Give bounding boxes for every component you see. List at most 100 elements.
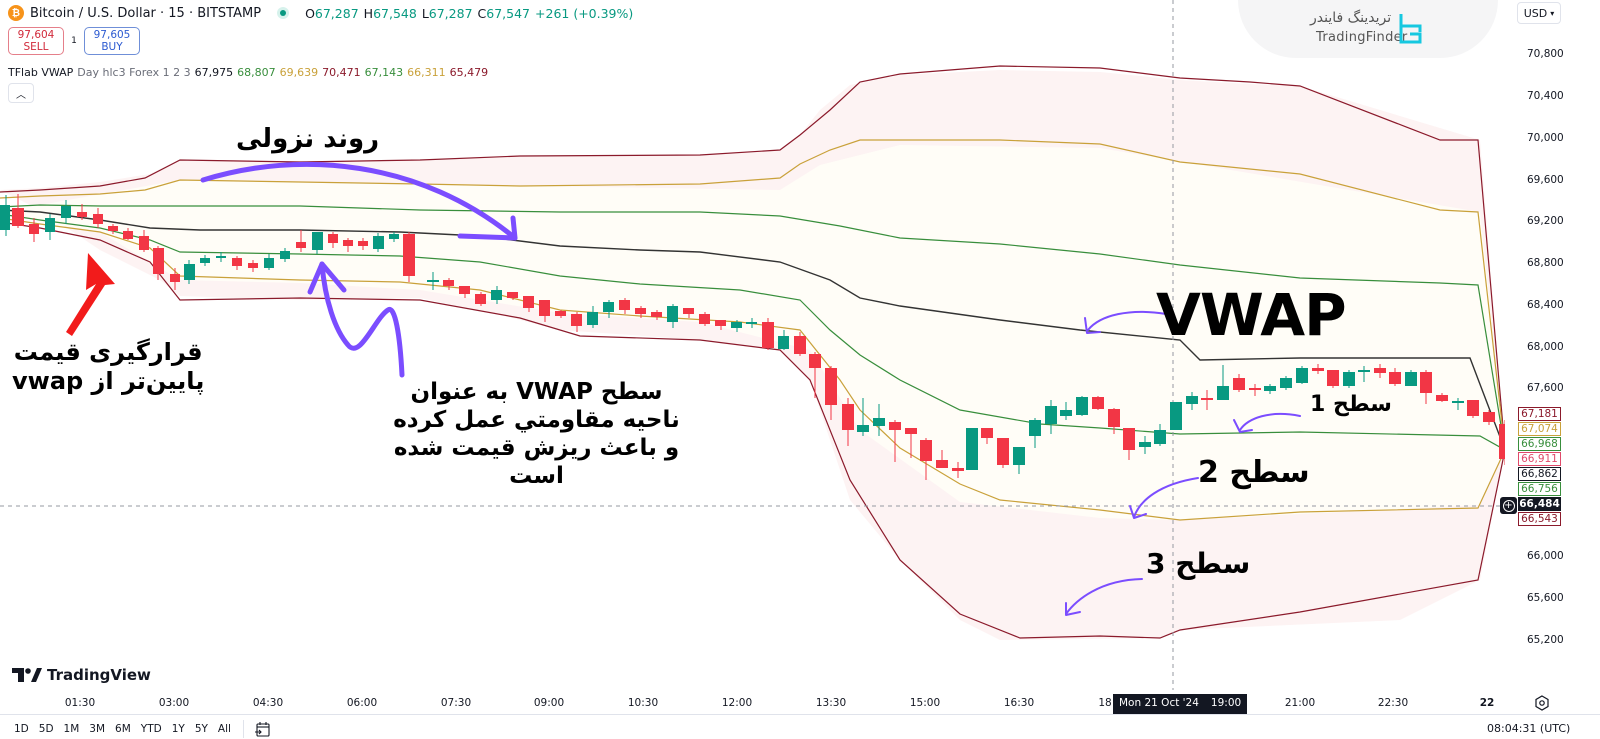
price-tick: 70,800 [1527, 48, 1564, 60]
range-5d[interactable]: 5D [38, 723, 54, 735]
tradingfinder-logo-icon [1399, 14, 1422, 44]
range-1d[interactable]: 1D [14, 723, 29, 735]
tradingview-logo[interactable]: TradingView [12, 666, 151, 684]
indicator-value-vwap: 67,975 [194, 66, 234, 79]
chart-settings-icon[interactable] [1534, 695, 1550, 711]
time-tick: 13:30 [815, 697, 847, 709]
range-1m[interactable]: 1M [63, 723, 80, 735]
range-ytd[interactable]: YTD [140, 723, 162, 735]
time-tick: 10:30 [627, 697, 659, 709]
change-value: +261 (+0.39%) [535, 5, 634, 21]
annotation-line: است [509, 463, 564, 490]
annotation-level-2: سطح 2 [1198, 455, 1310, 490]
indicator-legend[interactable]: TFlab VWAP Day hlc3 Forex 1 2 3 67,975 6… [8, 66, 488, 79]
time-tick: 18 [1098, 697, 1112, 709]
indicator-value-upper1: 68,807 [237, 66, 276, 79]
watermark-fa-text: تریدینگ فایندر [1310, 10, 1392, 26]
trend-arrow-icon [200, 161, 518, 241]
buy-label: BUY [101, 41, 123, 53]
price-axis[interactable]: 70,800 70,400 70,000 69,600 69,200 68,80… [1505, 0, 1600, 712]
price-label-close: 66,911 [1518, 452, 1561, 466]
time-tick: 22:30 [1377, 697, 1409, 709]
close-label: C [477, 5, 487, 21]
vwap-lower-band-1 [0, 213, 1505, 451]
price-tick: 70,000 [1527, 132, 1564, 144]
vwap-upper-band-3 [0, 65, 1505, 451]
sell-button[interactable]: 97,604 SELL [8, 27, 64, 55]
buy-button[interactable]: 97,605 BUY [84, 27, 140, 55]
low-value: 67,287 [428, 5, 473, 21]
indicator-value-lower2: 66,311 [407, 66, 446, 79]
close-value: 67,547 [486, 5, 531, 21]
price-label-vwap: 66,862 [1518, 467, 1561, 481]
candles [0, 194, 1505, 480]
time-tick: 06:00 [346, 697, 378, 709]
range-all[interactable]: All [217, 723, 231, 735]
annotation-vwap-title: VWAP [1156, 281, 1347, 349]
symbol-title[interactable]: Bitcoin / U.S. Dollar · 15 · BITSTAMP [30, 5, 262, 21]
price-tick: 67,600 [1527, 382, 1564, 394]
vwap-lower-band-3 [0, 221, 1505, 639]
time-tick: 09:00 [533, 697, 565, 709]
chevron-down-icon: ▾ [1550, 8, 1555, 18]
open-label: O [305, 5, 315, 21]
crosshair-time-label: Mon 21 Oct '24 19:00 [1113, 694, 1248, 714]
watermark-background [1238, 0, 1498, 58]
price-tick: 70,400 [1527, 90, 1564, 102]
high-label: H [363, 5, 374, 21]
plus-icon: + [1502, 499, 1515, 512]
currency-label: USD [1523, 6, 1548, 20]
price-tick: 66,000 [1527, 550, 1564, 562]
market-open-status-icon [277, 7, 290, 19]
watermark-en-text: TradingFinder [1316, 30, 1408, 45]
time-tick: 15:00 [909, 697, 941, 709]
range-5y[interactable]: 5Y [194, 723, 208, 735]
time-tick-day: 22 [1479, 697, 1495, 709]
price-tick: 68,000 [1527, 341, 1564, 353]
annotation-level-3: سطح 3 [1146, 547, 1251, 580]
annotation-line: قرارگیری قیمت [13, 338, 203, 366]
range-1y[interactable]: 1Y [171, 723, 185, 735]
collapse-legend-button[interactable]: ︿ [8, 83, 34, 103]
level3-pointer-arrow-icon [1065, 578, 1143, 615]
low-label: L [421, 5, 429, 21]
vwap-upper-band-1 [0, 204, 1505, 451]
utc-clock[interactable]: 08:04:31 (UTC) [1487, 722, 1571, 735]
annotation-price-below-vwap: قرارگیری قیمت پایین‌تر از vwap [12, 338, 204, 397]
price-tick: 69,600 [1527, 174, 1564, 186]
price-label-crosshair: 66,484 [1518, 497, 1561, 511]
indicator-value-lower1: 67,143 [364, 66, 404, 79]
high-value: 67,548 [373, 5, 417, 21]
level1-pointer-arrow-icon [1239, 412, 1301, 431]
range-3m[interactable]: 3M [89, 723, 106, 735]
add-alert-button[interactable]: + [1500, 497, 1517, 514]
time-tick: 07:30 [440, 697, 472, 709]
price-label-lower1: 66,756 [1518, 482, 1561, 496]
toolbar-divider [242, 720, 244, 738]
annotation-level-1: سطح 1 [1310, 392, 1392, 417]
price-label-upper1: 66,968 [1518, 437, 1561, 451]
price-label-upper2: 67,074 [1518, 422, 1561, 436]
red-up-arrow-icon [66, 253, 115, 336]
currency-selector[interactable]: USD ▾ [1517, 2, 1561, 24]
indicator-value-lower3: 65,479 [449, 66, 489, 79]
open-value: 67,287 [314, 5, 359, 21]
indicator-params: Day hlc3 Forex 1 2 3 [77, 66, 191, 79]
time-tick: 03:00 [158, 697, 190, 709]
price-tick: 68,800 [1527, 257, 1564, 269]
date-range-toolbar: 1D 5D 1M 3M 6M YTD 1Y 5Y All [14, 720, 272, 738]
price-chart-canvas[interactable] [0, 0, 1505, 712]
range-6m[interactable]: 6M [115, 723, 131, 735]
time-tick: 01:30 [64, 697, 96, 709]
trade-panel: 97,604 SELL 1 97,605 BUY [8, 27, 140, 55]
vwap-line [0, 209, 1505, 451]
sell-price: 97,604 [17, 29, 55, 41]
time-axis[interactable]: 01:30 03:00 04:30 06:00 07:30 09:00 10:3… [0, 690, 1600, 712]
resistance-arrow-icon [319, 261, 405, 378]
ohlc-values: O67,287 H67,548 L67,287 C67,547 +261 (+0… [305, 6, 633, 21]
go-to-date-icon[interactable] [254, 720, 272, 738]
crosshair-time: 19:00 [1210, 697, 1242, 709]
bitcoin-icon: ₿ [8, 5, 24, 21]
chevron-up-icon: ︿ [16, 89, 26, 101]
